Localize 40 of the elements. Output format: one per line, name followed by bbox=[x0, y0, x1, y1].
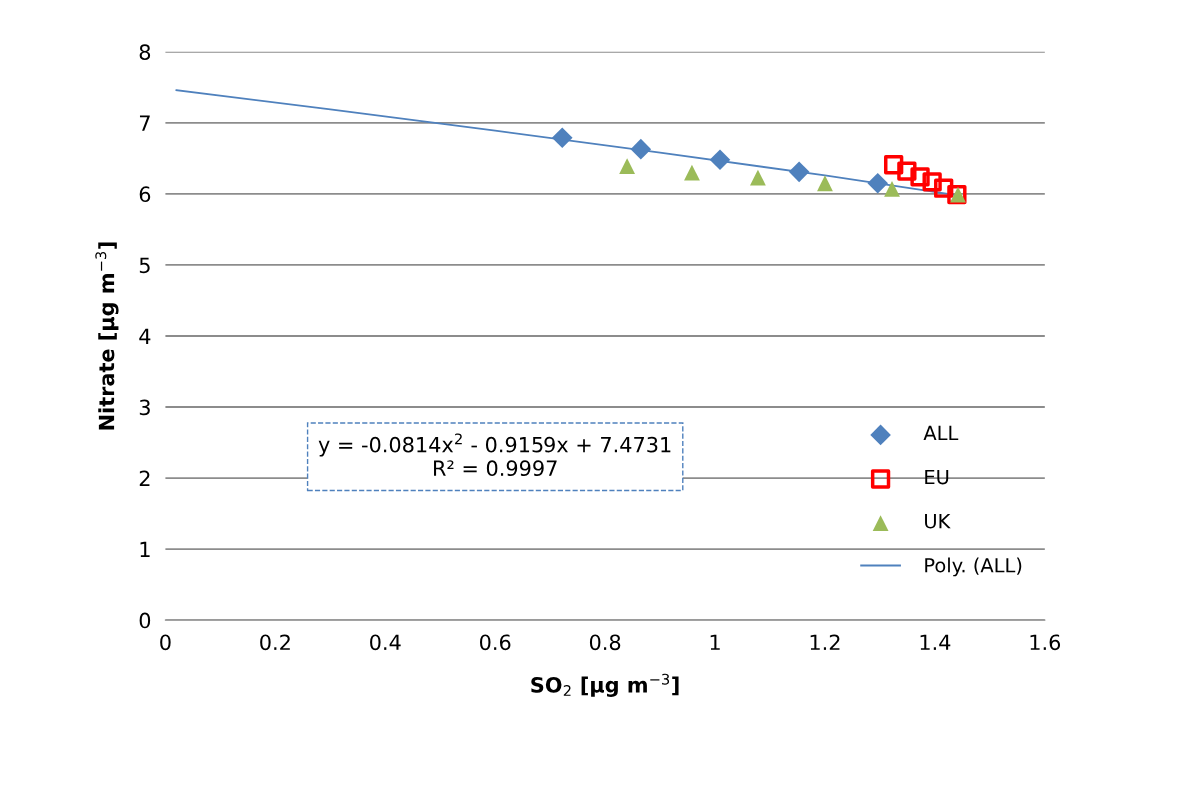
point bbox=[551, 127, 573, 149]
point bbox=[897, 161, 917, 181]
y-tick-label: 3 bbox=[139, 399, 150, 416]
x-tick-label: 0 bbox=[160, 634, 171, 651]
y-axis-title: Nitrate [μg m$^{−3}$] bbox=[95, 242, 119, 430]
point bbox=[684, 164, 700, 181]
y-tick-label: 5 bbox=[139, 257, 150, 274]
x-axis-title: SO$_{2}$ [μg m$^{−3}$] bbox=[531, 673, 679, 697]
y-tick-label: 6 bbox=[139, 186, 151, 203]
y-tick-label: 2 bbox=[139, 470, 150, 486]
point bbox=[922, 172, 942, 192]
point bbox=[910, 167, 930, 187]
annotation: y = -0.0814x$^{2}$ - 0.9159x + 7.4731 R² = 0.9997 bbox=[318, 433, 671, 477]
point bbox=[788, 161, 810, 183]
legend-label: EU bbox=[925, 469, 949, 485]
y-tick-label: 4 bbox=[139, 328, 151, 344]
point bbox=[867, 172, 889, 194]
y-tick-label: 8 bbox=[139, 44, 151, 61]
point bbox=[709, 149, 731, 171]
legend-label: Poly. (ALL) bbox=[925, 557, 1022, 577]
x-tick-label: 0.4 bbox=[370, 634, 401, 651]
y-tick-label: 1 bbox=[140, 541, 150, 558]
y-tick-label: 0 bbox=[139, 612, 151, 629]
x-tick-label: 1.2 bbox=[810, 634, 840, 650]
point bbox=[630, 138, 652, 160]
point bbox=[884, 181, 900, 197]
legend-label: UK bbox=[925, 514, 951, 529]
x-tick-label: 0.8 bbox=[589, 634, 621, 651]
x-tick-label: 0.6 bbox=[480, 634, 511, 651]
point bbox=[749, 169, 766, 186]
x-tick-label: 1 bbox=[710, 634, 720, 650]
point bbox=[884, 155, 904, 175]
point bbox=[934, 178, 954, 198]
y-tick-label: 7 bbox=[139, 115, 150, 131]
legend-label: ALL bbox=[923, 425, 959, 441]
point bbox=[817, 175, 833, 192]
x-tick-label: 1.6 bbox=[1030, 634, 1061, 651]
x-tick-label: 0.2 bbox=[260, 634, 290, 651]
x-tick-label: 1.4 bbox=[920, 634, 951, 650]
point bbox=[619, 158, 636, 175]
